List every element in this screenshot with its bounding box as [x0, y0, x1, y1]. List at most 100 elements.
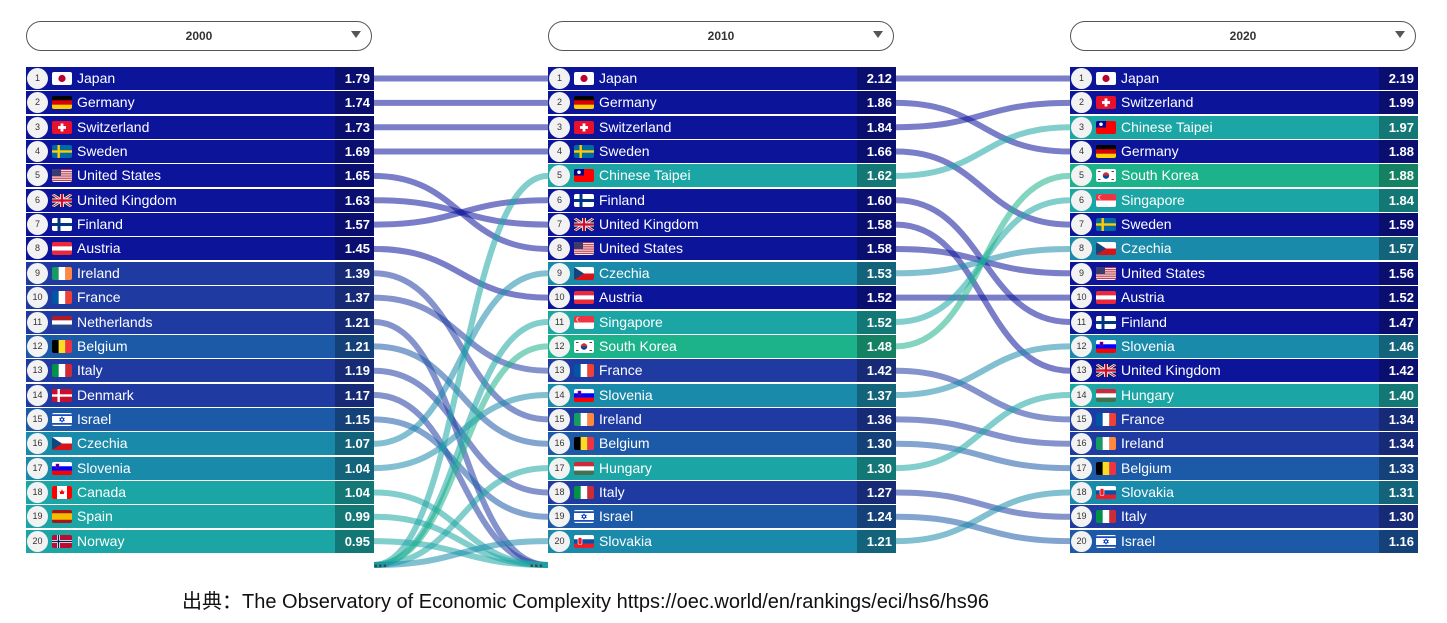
rank-badge: 17 — [1071, 457, 1092, 479]
ranking-row[interactable]: 5 United States 1.65 — [26, 164, 374, 188]
rank-badge: 9 — [549, 262, 570, 284]
row-bar: 3 Switzerland — [548, 115, 857, 139]
ranking-row[interactable]: 19 Israel 1.24 — [548, 505, 896, 529]
ranking-row[interactable]: 9 Czechia 1.53 — [548, 261, 896, 285]
ranking-row[interactable]: 13 Italy 1.19 — [26, 359, 374, 383]
rank-badge: 20 — [27, 530, 48, 552]
ranking-row[interactable]: 4 Sweden 1.66 — [548, 140, 896, 164]
ranking-row[interactable]: 4 Sweden 1.69 — [26, 140, 374, 164]
rank-badge: 18 — [27, 481, 48, 503]
rank-badge: 8 — [27, 238, 48, 260]
ranking-row[interactable]: 1 Japan 2.19 — [1070, 67, 1418, 90]
ranking-row[interactable]: 15 France 1.34 — [1070, 407, 1418, 431]
country-name: Belgium — [599, 435, 650, 452]
year-select-2010[interactable]: 2010 — [548, 21, 894, 51]
row-bar: 1 Japan — [548, 67, 857, 90]
ranking-row[interactable]: 11 Singapore 1.52 — [548, 310, 896, 334]
ranking-row[interactable]: 7 Finland 1.57 — [26, 213, 374, 237]
row-bar: 1 Japan — [1070, 67, 1379, 90]
ranking-row[interactable]: 16 Czechia 1.07 — [26, 432, 374, 456]
country-name: Spain — [77, 508, 113, 525]
rank-link-israel — [895, 513, 1071, 545]
row-bar: 17 Hungary — [548, 456, 857, 480]
ranking-row[interactable]: 11 Netherlands 1.21 — [26, 310, 374, 334]
ranking-row[interactable]: 7 United Kingdom 1.58 — [548, 213, 896, 237]
rank-badge: 15 — [27, 408, 48, 430]
ranking-row[interactable]: 12 South Korea 1.48 — [548, 334, 896, 358]
ranking-row[interactable]: 10 Austria 1.52 — [548, 286, 896, 310]
flag-jp-icon — [52, 72, 72, 85]
year-select-2020[interactable]: 2020 — [1070, 21, 1416, 51]
ranking-row[interactable]: 3 Chinese Taipei 1.97 — [1070, 115, 1418, 139]
rank-badge: 18 — [1071, 481, 1092, 503]
row-bar: 15 Israel — [26, 407, 335, 431]
ranking-row[interactable]: 11 Finland 1.47 — [1070, 310, 1418, 334]
flag-at-icon — [1096, 291, 1116, 305]
ranking-row[interactable]: 10 Austria 1.52 — [1070, 286, 1418, 310]
row-bar: 3 Chinese Taipei — [1070, 115, 1379, 139]
eci-value: 1.58 — [857, 237, 896, 261]
ranking-row[interactable]: 1 Japan 2.12 — [548, 67, 896, 90]
ranking-row[interactable]: 3 Switzerland 1.84 — [548, 115, 896, 139]
ranking-row[interactable]: 16 Ireland 1.34 — [1070, 432, 1418, 456]
country-name: Germany — [1121, 143, 1179, 160]
ranking-row[interactable]: 17 Slovenia 1.04 — [26, 456, 374, 480]
ranking-row[interactable]: 5 Chinese Taipei 1.62 — [548, 164, 896, 188]
country-name: Japan — [77, 70, 116, 86]
ranking-row[interactable]: 4 Germany 1.88 — [1070, 140, 1418, 164]
row-bar: 20 Norway — [26, 529, 335, 553]
row-bar: 2 Germany — [548, 91, 857, 115]
ranking-row[interactable]: 20 Norway 0.95 — [26, 529, 374, 553]
country-name: Ireland — [599, 410, 642, 427]
ranking-row[interactable]: 19 Spain 0.99 — [26, 505, 374, 529]
row-bar: 7 Finland — [26, 213, 335, 237]
ranking-row[interactable]: 16 Belgium 1.30 — [548, 432, 896, 456]
ranking-row[interactable]: 18 Italy 1.27 — [548, 480, 896, 504]
ranking-row[interactable]: 12 Belgium 1.21 — [26, 334, 374, 358]
ranking-row[interactable]: 12 Slovenia 1.46 — [1070, 334, 1418, 358]
ranking-row[interactable]: 6 United Kingdom 1.63 — [26, 188, 374, 212]
ranking-row[interactable]: 13 United Kingdom 1.42 — [1070, 359, 1418, 383]
ranking-row[interactable]: 3 Switzerland 1.73 — [26, 115, 374, 139]
row-bar: 9 Ireland — [26, 261, 335, 285]
eci-value: 1.79 — [335, 67, 374, 90]
eci-value: 1.31 — [1379, 480, 1418, 504]
rank-badge: 3 — [549, 116, 570, 138]
rank-link-south-korea — [373, 343, 549, 568]
year-select-2000[interactable]: 2000 — [26, 21, 372, 51]
ranking-row[interactable]: 20 Israel 1.16 — [1070, 529, 1418, 553]
ranking-row[interactable]: 6 Finland 1.60 — [548, 188, 896, 212]
ranking-row[interactable]: 2 Germany 1.86 — [548, 91, 896, 115]
eci-value: 1.33 — [1379, 456, 1418, 480]
ranking-row[interactable]: 2 Switzerland 1.99 — [1070, 91, 1418, 115]
ranking-row[interactable]: 10 France 1.37 — [26, 286, 374, 310]
ranking-row[interactable]: 14 Slovenia 1.37 — [548, 383, 896, 407]
ranking-row[interactable]: 17 Hungary 1.30 — [548, 456, 896, 480]
ranking-row[interactable]: 15 Ireland 1.36 — [548, 407, 896, 431]
ranking-row[interactable]: 19 Italy 1.30 — [1070, 505, 1418, 529]
row-bar: 18 Canada — [26, 480, 335, 504]
ranking-row[interactable]: 20 Slovakia 1.21 — [548, 529, 896, 553]
ranking-row[interactable]: 9 Ireland 1.39 — [26, 261, 374, 285]
ranking-row[interactable]: 8 United States 1.58 — [548, 237, 896, 261]
ranking-row[interactable]: 6 Singapore 1.84 — [1070, 188, 1418, 212]
ranking-row[interactable]: 1 Japan 1.79 — [26, 67, 374, 90]
ranking-row[interactable]: 15 Israel 1.15 — [26, 407, 374, 431]
ranking-row[interactable]: 14 Denmark 1.17 — [26, 383, 374, 407]
ranking-row[interactable]: 14 Hungary 1.40 — [1070, 383, 1418, 407]
ranking-row[interactable]: 9 United States 1.56 — [1070, 261, 1418, 285]
ranking-row[interactable]: 8 Austria 1.45 — [26, 237, 374, 261]
ranking-row[interactable]: 17 Belgium 1.33 — [1070, 456, 1418, 480]
ranking-row[interactable]: 13 France 1.42 — [548, 359, 896, 383]
ranking-row[interactable]: 7 Sweden 1.59 — [1070, 213, 1418, 237]
row-bar: 10 France — [26, 286, 335, 310]
country-name: Finland — [77, 216, 123, 233]
ranking-row[interactable]: 18 Canada 1.04 — [26, 480, 374, 504]
country-name: Chinese Taipei — [1121, 118, 1213, 135]
ranking-row[interactable]: 8 Czechia 1.57 — [1070, 237, 1418, 261]
ranking-row[interactable]: 5 South Korea 1.88 — [1070, 164, 1418, 188]
ranking-row[interactable]: 2 Germany 1.74 — [26, 91, 374, 115]
eci-value: 1.58 — [857, 213, 896, 237]
ranking-row[interactable]: 18 Slovakia 1.31 — [1070, 480, 1418, 504]
